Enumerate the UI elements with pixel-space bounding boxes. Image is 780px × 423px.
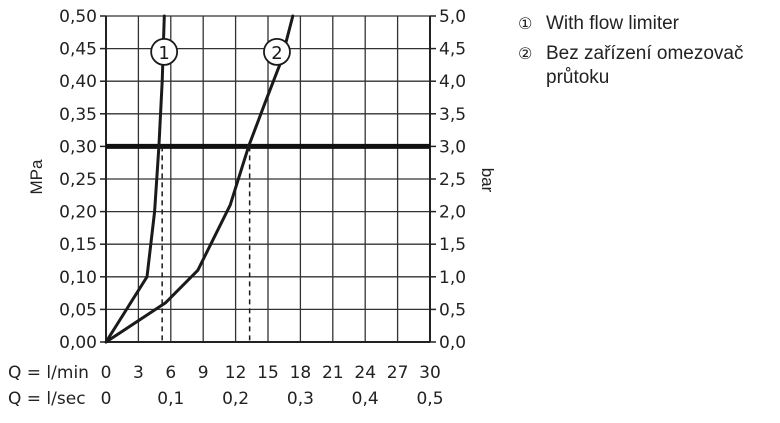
x-tick-label-lpm: 6: [165, 363, 176, 383]
left-tick-label: 0,50: [59, 7, 97, 27]
right-tick-label: 3,0: [439, 137, 466, 157]
right-tick-label: 4,5: [439, 40, 466, 60]
x-axis-label-lpm: Q = l/min: [8, 363, 89, 383]
series-1-marker-label: 1: [158, 43, 169, 64]
x-tick-label-lpm: 12: [225, 363, 247, 383]
right-tick-label: 2,5: [439, 170, 466, 190]
x-tick-label-lps: 0,4: [352, 389, 379, 409]
left-tick-label: 0,25: [59, 170, 97, 190]
x-tick-label-lpm: 21: [322, 363, 344, 383]
right-tick-label: 0,5: [439, 300, 466, 320]
left-tick-label: 0,00: [59, 333, 97, 353]
x-tick-label-lps: 0,2: [222, 389, 249, 409]
series-1-marker: [150, 37, 179, 66]
legend-marker-2: ②: [518, 44, 533, 63]
series-2-curve: [104, 14, 295, 344]
legend-marker-1: ①: [518, 14, 533, 33]
x-tick-label-lpm: 24: [354, 363, 376, 383]
legend-text-1: With flow limiter: [546, 13, 680, 34]
right-tick-label: 3,5: [439, 105, 466, 125]
x-tick-label-lps: 0,5: [416, 389, 443, 409]
left-tick-label: 0,15: [59, 235, 97, 255]
left-tick-label: 0,35: [59, 105, 97, 125]
x-tick-label-lpm: 15: [257, 363, 279, 383]
left-tick-label: 0,40: [59, 72, 97, 92]
x-tick-label-lpm: 18: [290, 363, 312, 383]
right-tick-label: 4,0: [439, 72, 466, 92]
legend-item-2: ② Bez zařízení omezovač průtoku: [518, 42, 780, 90]
right-tick-label: 2,0: [439, 203, 466, 223]
x-tick-label-lpm: 9: [198, 363, 209, 383]
series-2-marker-label: 2: [271, 43, 282, 64]
x-tick-label-lpm: 0: [101, 363, 112, 383]
left-axis-ticks: 0,00 0,05 0,10 0,15 0,20 0,25 0,30 0,35 0,40 0,45…: [59, 7, 106, 353]
grid: [105, 15, 431, 343]
right-axis-ticks: 0,0 0,5 1,0 1,5 2,0 2,5 3,0 3,5 4,0 4,5 5,0: [430, 7, 466, 353]
x-tick-label-lpm: 30: [419, 363, 441, 383]
left-axis-label: MPa: [27, 159, 46, 195]
x-tick-label-lps: 0,1: [157, 389, 184, 409]
right-tick-label: 1,0: [439, 268, 466, 288]
legend-text-2: Bez zařízení omezovač průtoku: [546, 43, 744, 88]
left-tick-label: 0,45: [59, 40, 97, 60]
legend: ① With flow limiter ② Bez zařízení omezo…: [518, 12, 780, 96]
legend-item-1: ① With flow limiter: [518, 12, 780, 36]
x-tick-label-lpm: 27: [387, 363, 409, 383]
left-tick-label: 0,05: [59, 300, 97, 320]
left-tick-label: 0,10: [59, 268, 97, 288]
x-tick-label-lpm: 3: [133, 363, 144, 383]
left-tick-label: 0,30: [59, 137, 97, 157]
x-tick-label-lps: 0: [101, 389, 112, 409]
x-axis-label-lps: Q = l/sec: [8, 389, 86, 409]
right-axis-label: bar: [478, 168, 497, 193]
x-tick-label-lps: 0,3: [287, 389, 314, 409]
series-1-curve: [104, 14, 166, 344]
right-tick-label: 0,0: [439, 333, 466, 353]
right-tick-label: 5,0: [439, 7, 466, 27]
right-tick-label: 1,5: [439, 235, 466, 255]
left-tick-label: 0,20: [59, 203, 97, 223]
series-2-marker: [263, 37, 291, 66]
x-axis-ticks: 0 3 6 9 12 15 18 21 24 27 30 0 0,1 0,2 0,3 0,4 0,5: [101, 363, 444, 409]
